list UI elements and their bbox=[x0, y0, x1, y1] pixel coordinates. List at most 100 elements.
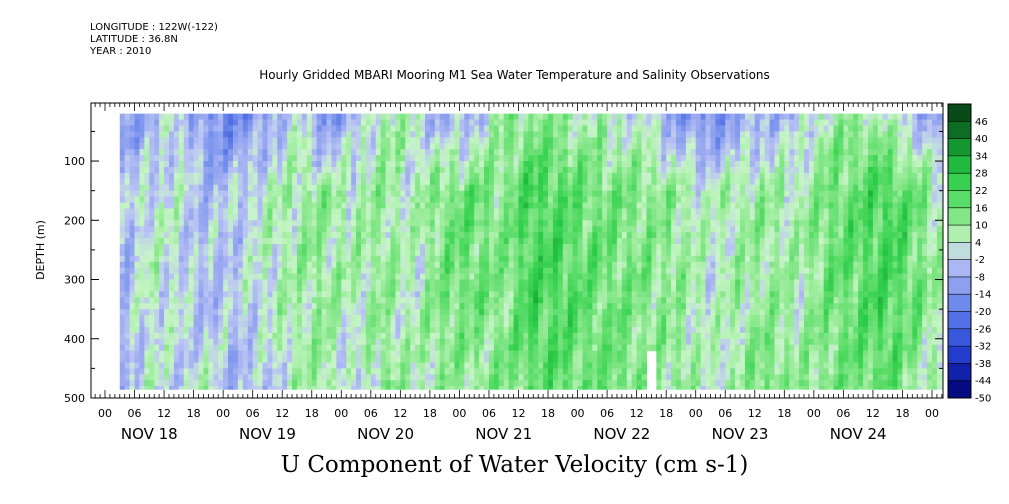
heatmap-cell bbox=[198, 137, 205, 144]
heatmap-cell bbox=[498, 119, 505, 127]
heatmap-cell bbox=[602, 285, 608, 292]
heatmap-cell bbox=[410, 285, 416, 292]
heatmap-cell bbox=[479, 172, 485, 180]
heatmap-cell bbox=[124, 149, 131, 156]
heatmap-cell bbox=[351, 362, 357, 369]
heatmap-cell bbox=[134, 137, 141, 144]
heatmap-cell bbox=[508, 356, 515, 364]
heatmap-cell bbox=[498, 297, 505, 304]
heatmap-cell bbox=[424, 350, 431, 358]
heatmap-cell bbox=[311, 309, 318, 316]
heatmap-cell bbox=[459, 255, 465, 263]
heatmap-cell bbox=[203, 202, 209, 210]
heatmap-cell bbox=[587, 267, 593, 275]
heatmap-cell bbox=[395, 261, 401, 269]
heatmap-cell bbox=[272, 380, 278, 387]
heatmap-cell bbox=[548, 119, 554, 127]
heatmap-cell bbox=[267, 220, 273, 227]
heatmap-cell bbox=[621, 297, 628, 304]
heatmap-cell bbox=[464, 344, 470, 352]
heatmap-cell bbox=[311, 297, 318, 304]
heatmap-cell bbox=[449, 326, 456, 334]
heatmap-cell bbox=[449, 131, 456, 138]
heatmap-cell bbox=[336, 326, 342, 334]
heatmap-cell bbox=[154, 178, 160, 186]
heatmap-cell bbox=[577, 320, 584, 328]
heatmap-cell bbox=[479, 190, 485, 198]
heatmap-cell bbox=[390, 202, 397, 210]
heatmap-cell bbox=[267, 113, 273, 121]
heatmap-cell bbox=[572, 131, 579, 138]
heatmap-cell bbox=[557, 143, 564, 150]
heatmap-cell bbox=[365, 214, 372, 221]
heatmap-cell bbox=[277, 208, 283, 215]
heatmap-cell bbox=[262, 320, 269, 328]
heatmap-cell bbox=[370, 320, 377, 328]
heatmap-cell bbox=[562, 368, 569, 375]
heatmap-cell bbox=[459, 166, 465, 174]
heatmap-cell bbox=[567, 214, 574, 221]
heatmap-cell bbox=[198, 386, 205, 390]
heatmap-cell bbox=[365, 220, 372, 227]
heatmap-cell bbox=[267, 214, 273, 221]
heatmap-cell bbox=[287, 172, 293, 180]
heatmap-cell bbox=[410, 172, 416, 180]
heatmap-cell bbox=[360, 320, 367, 328]
heatmap-cell bbox=[262, 137, 269, 144]
heatmap-cell bbox=[572, 344, 579, 352]
heatmap-cell bbox=[479, 143, 485, 150]
heatmap-cell bbox=[360, 344, 367, 352]
heatmap-cell bbox=[223, 238, 229, 245]
heatmap-cell bbox=[469, 119, 475, 127]
heatmap-cell bbox=[178, 332, 185, 340]
heatmap-cell bbox=[631, 113, 638, 121]
heatmap-cell bbox=[365, 374, 372, 381]
heatmap-cell bbox=[144, 190, 150, 198]
heatmap-cell bbox=[203, 279, 209, 287]
heatmap-cell bbox=[612, 267, 618, 275]
heatmap-cell bbox=[139, 202, 145, 210]
heatmap-cell bbox=[400, 131, 406, 138]
heatmap-cell bbox=[567, 202, 574, 210]
heatmap-cell bbox=[503, 368, 510, 375]
heatmap-cell bbox=[474, 332, 480, 340]
heatmap-cell bbox=[351, 232, 357, 239]
heatmap-cell bbox=[429, 362, 436, 369]
heatmap-cell bbox=[292, 196, 298, 204]
heatmap-cell bbox=[454, 344, 461, 352]
heatmap-cell bbox=[173, 267, 180, 275]
heatmap-cell bbox=[577, 226, 584, 233]
heatmap-cell bbox=[164, 267, 170, 275]
heatmap-cell bbox=[282, 362, 288, 369]
heatmap-cell bbox=[439, 297, 446, 304]
heatmap-cell bbox=[464, 202, 470, 210]
heatmap-cell bbox=[296, 380, 303, 387]
heatmap-cell bbox=[385, 137, 392, 144]
heatmap-cell bbox=[375, 125, 382, 133]
heatmap-cell bbox=[493, 326, 500, 334]
heatmap-cell bbox=[548, 350, 554, 358]
heatmap-cell bbox=[641, 131, 648, 138]
heatmap-cell bbox=[296, 309, 303, 316]
heatmap-cell bbox=[454, 255, 461, 263]
heatmap-cell bbox=[395, 184, 401, 192]
heatmap-cell bbox=[567, 178, 574, 186]
heatmap-cell bbox=[469, 232, 475, 239]
heatmap-cell bbox=[429, 267, 436, 275]
heatmap-cell bbox=[582, 190, 589, 198]
heatmap-cell bbox=[420, 184, 426, 192]
heatmap-cell bbox=[434, 303, 441, 310]
heatmap-cell bbox=[459, 267, 465, 275]
heatmap-cell bbox=[346, 291, 352, 298]
heatmap-cell bbox=[237, 273, 244, 281]
heatmap-cell bbox=[597, 178, 603, 186]
heatmap-cell bbox=[208, 172, 214, 180]
heatmap-cell bbox=[626, 125, 633, 133]
heatmap-cell bbox=[365, 320, 372, 328]
heatmap-cell bbox=[508, 143, 515, 150]
heatmap-cell bbox=[365, 196, 372, 204]
heatmap-cell bbox=[360, 161, 367, 168]
heatmap-cell bbox=[311, 320, 318, 328]
heatmap-cell bbox=[533, 279, 539, 287]
heatmap-cell bbox=[602, 155, 608, 162]
